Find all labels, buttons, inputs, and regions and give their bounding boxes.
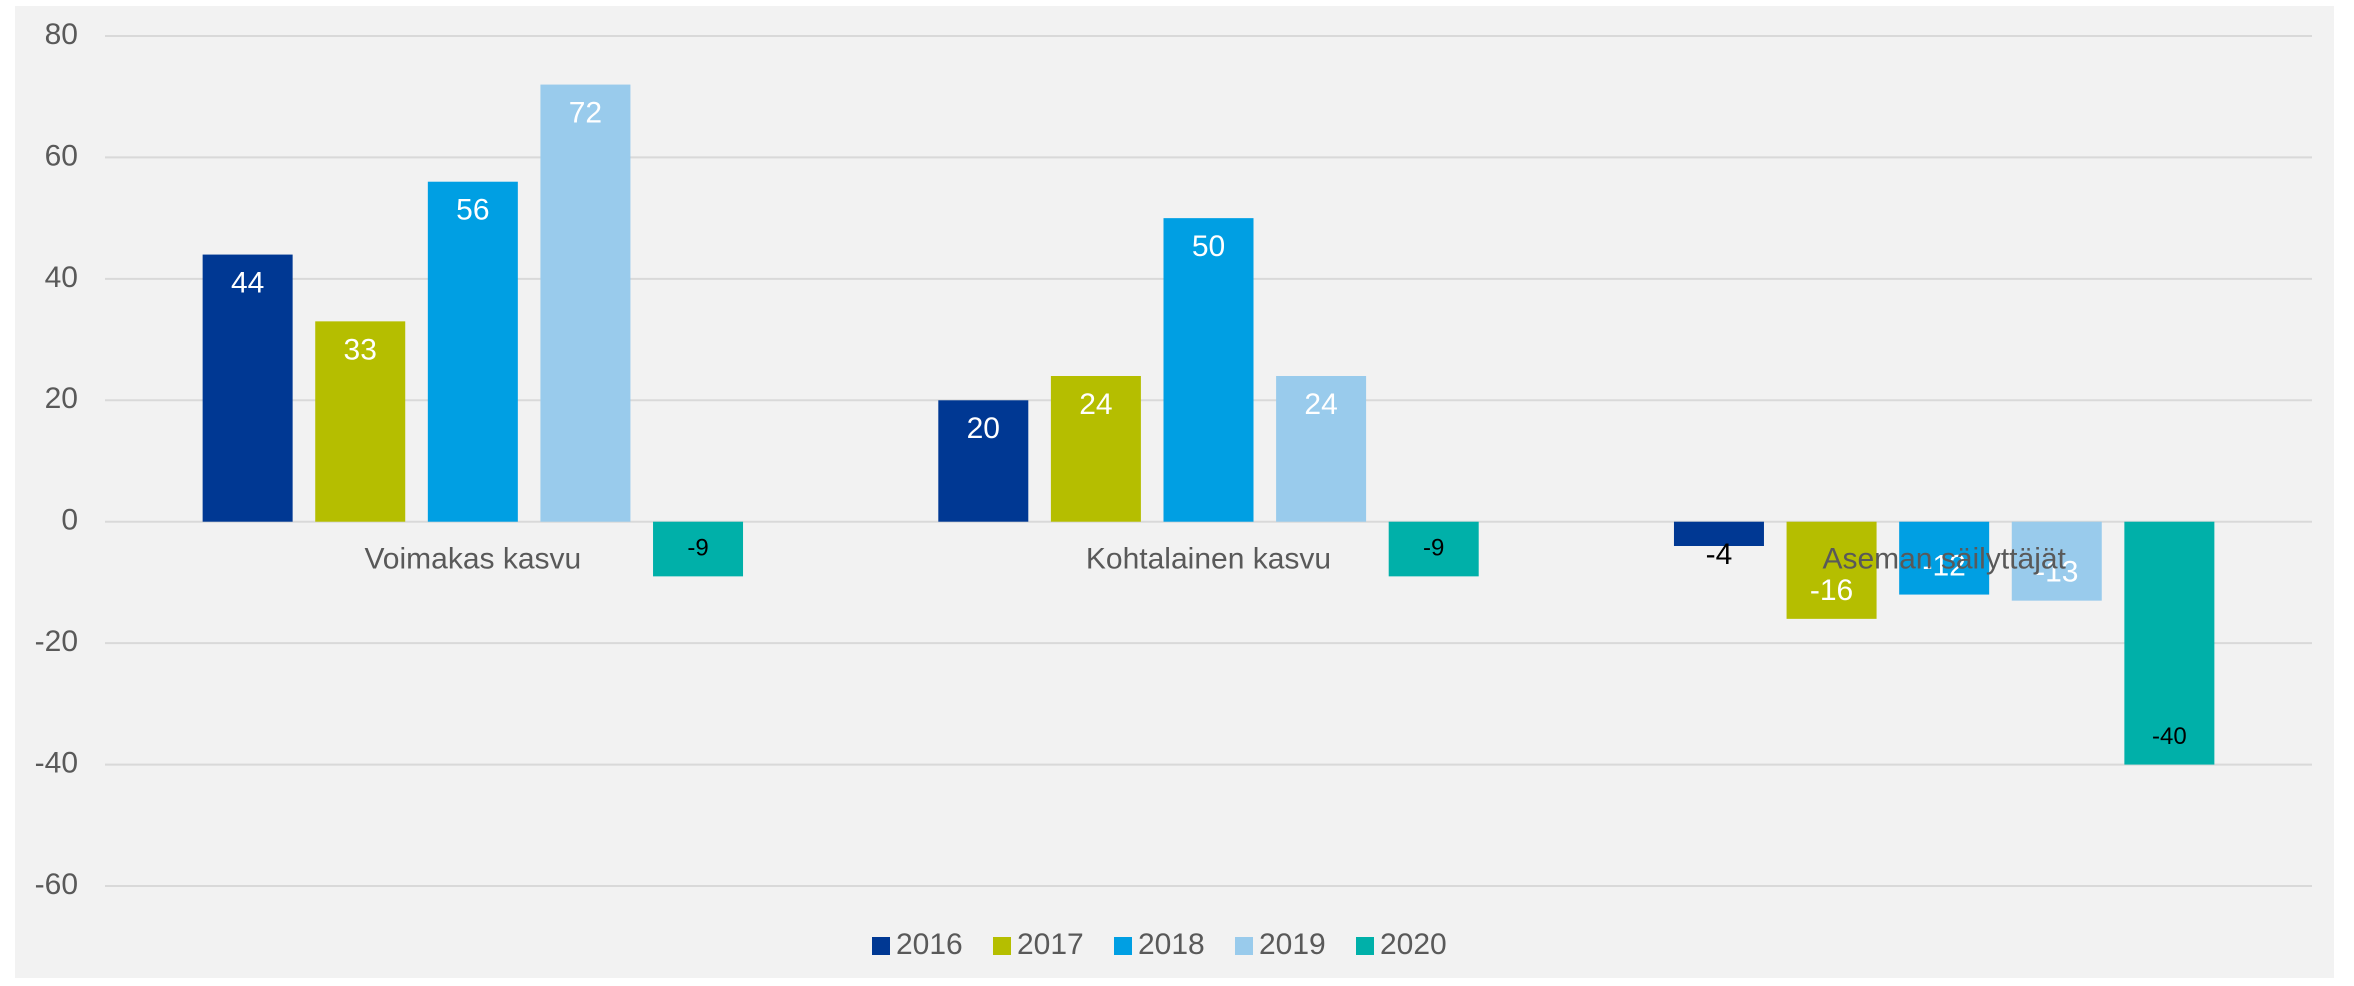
y-tick-label: 60 [45,139,78,172]
bar [427,181,518,522]
legend-swatch [1356,937,1374,955]
data-label: 24 [1304,388,1337,421]
y-tick-label: -20 [35,625,78,658]
bar [540,84,631,522]
y-tick-label: -60 [35,868,78,901]
bar [1163,218,1254,522]
data-label: 44 [231,266,264,299]
data-label: 24 [1079,388,1112,421]
legend-swatch [1235,937,1253,955]
bar [1673,521,1764,546]
data-label: -9 [687,535,708,562]
data-label: 33 [344,333,377,366]
data-label: 56 [456,194,489,227]
bar [1276,376,1367,522]
data-label: -4 [1706,538,1733,571]
legend-label: 2017 [1017,928,1084,961]
x-tick-label: Kohtalainen kasvu [1086,543,1331,576]
data-label: -13 [2035,556,2078,589]
bar [1388,521,1479,577]
data-label: 50 [1192,230,1225,263]
bar [653,521,744,577]
bar [2011,521,2102,601]
x-tick-label: Voimakas kasvu [364,543,581,576]
bar [315,321,406,522]
x-tick-label: Aseman säilyttäjät [1822,543,2066,576]
data-label: 72 [569,96,602,129]
bar [1786,521,1877,619]
legend-label: 2016 [896,928,963,961]
legend-swatch [1114,937,1132,955]
bar [202,254,293,522]
data-label: 20 [967,412,1000,445]
y-tick-label: -40 [35,746,78,779]
data-label: -9 [1423,535,1444,562]
bar [1899,521,1990,595]
y-tick-label: 0 [61,504,78,537]
legend-swatch [872,937,890,955]
data-label: -40 [2152,723,2187,750]
bar [2124,521,2215,765]
legend-label: 2018 [1138,928,1205,961]
data-label: -16 [1810,574,1853,607]
bar [1050,376,1141,522]
y-tick-label: 20 [45,382,78,415]
legend-label: 2020 [1380,928,1447,961]
bar [938,400,1029,522]
legend-label: 2019 [1259,928,1326,961]
legend-swatch [993,937,1011,955]
y-tick-label: 80 [45,18,78,51]
y-tick-label: 40 [45,261,78,294]
data-label: -12 [1922,549,1965,582]
